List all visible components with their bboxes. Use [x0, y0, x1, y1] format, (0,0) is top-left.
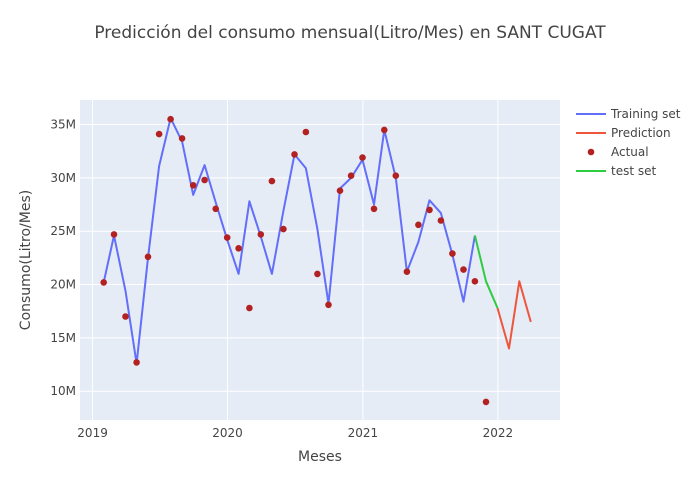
legend-swatch: [587, 148, 595, 156]
y-tick-label: 25M: [50, 224, 76, 238]
actual-point: [167, 115, 174, 123]
actual-point: [133, 359, 140, 366]
legend: Training set Prediction Actual test set: [576, 107, 681, 178]
actual-point: [189, 182, 197, 189]
chart-title: Predicción del consumo mensual(Litro/Mes…: [94, 23, 606, 43]
y-tick-label: 35M: [50, 118, 76, 132]
actual-point: [178, 135, 186, 142]
actual-point: [257, 231, 265, 238]
actual-point: [392, 172, 400, 179]
actual-point: [449, 250, 456, 257]
actual-point: [460, 266, 467, 273]
legend-label: Training set: [610, 107, 681, 121]
actual-point: [110, 231, 118, 238]
legend-label: test set: [611, 164, 656, 178]
y-tick-label: 30M: [50, 171, 76, 185]
actual-point: [359, 154, 366, 161]
legend-item-test-set[interactable]: test set: [576, 164, 656, 178]
grid: [80, 100, 560, 420]
legend-label: Prediction: [611, 126, 671, 140]
actual-point: [347, 172, 355, 179]
plot-area: [80, 100, 560, 420]
actual-point: [201, 176, 208, 184]
actual-point: [415, 221, 422, 229]
training-set-line: [102, 117, 476, 365]
legend-item-actual[interactable]: Actual: [587, 145, 649, 159]
actual-point: [268, 177, 276, 185]
actual-point: [437, 217, 445, 224]
actual-point: [482, 398, 490, 406]
actual-point: [381, 126, 388, 134]
legend-item-training-set[interactable]: Training set: [576, 107, 681, 121]
actual-point: [235, 245, 242, 252]
actual-point: [370, 205, 378, 213]
legend-item-prediction[interactable]: Prediction: [576, 126, 671, 140]
actual-point: [426, 206, 433, 214]
actual-point: [144, 253, 152, 261]
y-axis-title: Consumo(Litro/Mes): [18, 190, 34, 330]
actual-point: [155, 130, 163, 138]
y-tick-labels: 10M 15M 20M 25M 30M 35M: [50, 118, 76, 399]
actual-point: [291, 151, 298, 158]
legend-label: Actual: [611, 145, 649, 159]
x-tick-label: 2021: [348, 426, 379, 440]
test-set-line: [473, 235, 499, 309]
prediction-line: [496, 280, 532, 350]
actual-point: [212, 205, 219, 213]
actual-point: [280, 225, 287, 233]
actual-point: [302, 128, 310, 136]
x-tick-label: 2020: [212, 426, 243, 440]
actual-point: [325, 301, 332, 309]
actual-point: [403, 268, 411, 276]
x-tick-labels: 2019 2020 2021 2022: [77, 426, 513, 440]
x-tick-label: 2019: [77, 426, 108, 440]
y-tick-label: 10M: [50, 384, 76, 398]
actual-point: [246, 304, 253, 312]
y-tick-label: 20M: [50, 278, 76, 292]
actual-point: [471, 278, 479, 285]
actual-point: [223, 234, 231, 241]
actual-point: [100, 279, 107, 286]
x-tick-label: 2022: [483, 426, 514, 440]
x-axis-title: Meses: [298, 449, 342, 465]
actual-point: [122, 313, 129, 320]
actual-point: [336, 187, 344, 194]
y-tick-label: 15M: [50, 331, 76, 345]
series-lines: [102, 117, 532, 365]
series-markers: [100, 115, 490, 406]
actual-point: [314, 270, 321, 278]
